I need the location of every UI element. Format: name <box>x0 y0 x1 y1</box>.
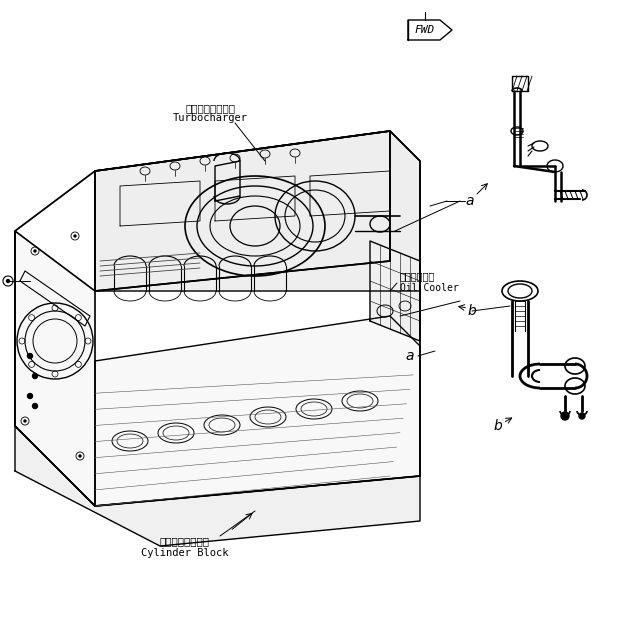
Polygon shape <box>95 131 390 291</box>
Circle shape <box>27 394 32 399</box>
Text: a: a <box>466 194 475 208</box>
Polygon shape <box>95 316 420 506</box>
Text: シリンダブロック: シリンダブロック <box>160 536 210 546</box>
Text: Turbocharger: Turbocharger <box>173 113 248 123</box>
Circle shape <box>34 250 36 252</box>
Circle shape <box>27 353 32 358</box>
Circle shape <box>24 420 26 422</box>
Text: オイルクーラ: オイルクーラ <box>400 271 435 281</box>
Polygon shape <box>15 426 420 546</box>
Circle shape <box>561 412 569 420</box>
Circle shape <box>79 455 81 457</box>
Text: FWD: FWD <box>415 25 435 35</box>
Circle shape <box>74 235 76 237</box>
Text: Oil Cooler: Oil Cooler <box>400 283 459 293</box>
Polygon shape <box>15 231 95 506</box>
Text: b: b <box>494 419 503 433</box>
Text: ターボチャージャ: ターボチャージャ <box>185 103 235 113</box>
Text: b: b <box>468 304 476 318</box>
Circle shape <box>32 373 38 379</box>
Text: a: a <box>406 349 414 363</box>
Polygon shape <box>95 131 420 291</box>
Circle shape <box>6 279 10 283</box>
Circle shape <box>32 404 38 409</box>
Circle shape <box>579 413 585 419</box>
Polygon shape <box>370 241 420 341</box>
Text: Cylinder Block: Cylinder Block <box>141 548 229 558</box>
